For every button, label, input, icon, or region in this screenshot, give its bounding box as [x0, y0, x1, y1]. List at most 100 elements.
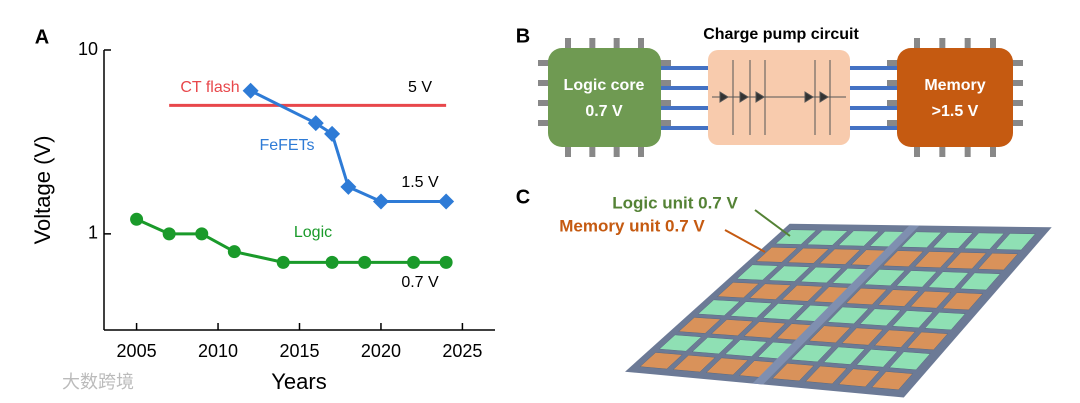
unit-tile: [806, 230, 849, 246]
unit-tile: [995, 233, 1036, 251]
unit-tile: [888, 351, 931, 371]
pin: [1011, 100, 1023, 106]
pin: [887, 60, 899, 66]
panel-label: A: [35, 26, 49, 48]
unit-tile: [736, 264, 779, 281]
series-label: FeFETs: [259, 137, 314, 154]
unit-tile: [639, 352, 683, 370]
annotation: 5 V: [408, 79, 432, 96]
unit-tile: [771, 363, 815, 382]
unit-tile: [906, 331, 949, 351]
unit-tile: [924, 312, 966, 331]
x-tick-label: 2020: [361, 341, 401, 361]
pin: [939, 145, 946, 157]
series-label: CT flash: [180, 79, 239, 96]
unit-tile: [800, 266, 843, 284]
unit-tile: [900, 231, 943, 248]
unit-tile: [845, 287, 888, 306]
pin: [887, 80, 899, 86]
marker: [358, 255, 372, 269]
pin: [613, 145, 620, 157]
unit-tile: [859, 308, 902, 327]
pin: [589, 38, 596, 50]
pin: [1011, 80, 1023, 86]
marker: [340, 178, 357, 195]
y-tick-label: 10: [78, 39, 98, 59]
pin: [914, 38, 920, 50]
unit-tile: [837, 230, 880, 247]
unit-tile: [710, 319, 754, 337]
annotation: 0.7 V: [401, 274, 439, 291]
x-tick-label: 2010: [198, 341, 238, 361]
unit-tile: [755, 247, 798, 263]
y-tick-label: 1: [88, 223, 98, 243]
pins: [538, 38, 1023, 157]
unit-tile: [762, 303, 805, 320]
unit-tile: [963, 232, 1005, 250]
x-tick-label: 2005: [117, 341, 157, 361]
unit-tile: [891, 310, 934, 329]
unit-tile: [729, 301, 773, 318]
pin: [964, 145, 971, 157]
pin: [638, 145, 644, 157]
series-label: Logic: [294, 224, 332, 241]
pin: [659, 120, 671, 126]
marker: [325, 255, 339, 269]
unit-tile: [774, 229, 818, 245]
logic-core-voltage: 0.7 V: [585, 103, 623, 120]
panel-label: B: [516, 25, 530, 47]
pin: [914, 145, 920, 157]
marker: [438, 193, 455, 210]
plot: 1 10 2005 2010 2015 2020 2025 CT flash FeFETs Log…: [78, 39, 495, 361]
pin: [565, 145, 571, 157]
chip-array: [625, 223, 1052, 398]
unit-tile: [942, 292, 984, 311]
unit-tile: [697, 299, 741, 316]
pin: [538, 120, 550, 126]
annotation: 1.5 V: [401, 174, 439, 191]
unit-tile: [871, 371, 914, 391]
memory-arrow: [724, 229, 766, 253]
unit-tile: [790, 344, 833, 363]
circuit-title: Charge pump circuit: [703, 26, 859, 43]
pin: [538, 60, 550, 66]
pin: [939, 38, 946, 50]
x-axis-label: Years: [271, 369, 326, 394]
unit-tile: [856, 349, 899, 368]
unit-tile: [705, 357, 749, 376]
pump-schematic: [712, 60, 846, 135]
memory-voltage: >1.5 V: [932, 103, 979, 120]
unit-tile: [823, 346, 866, 365]
unit-tile: [841, 327, 884, 346]
marker: [227, 245, 241, 259]
pin: [887, 100, 899, 106]
unit-tile: [932, 232, 974, 249]
x-tick-label: 2015: [279, 341, 319, 361]
unit-tile: [877, 289, 920, 307]
unit-tile: [914, 251, 956, 269]
marker: [242, 82, 259, 99]
x-tick-label: 2025: [442, 341, 482, 361]
unit-tile: [977, 252, 1019, 271]
unit-tile: [743, 321, 787, 339]
bus-strip: [752, 225, 920, 385]
unit-tile: [818, 248, 861, 265]
pin: [538, 100, 550, 106]
pin: [1011, 60, 1023, 66]
pin: [990, 38, 996, 50]
marker: [130, 212, 144, 226]
pin: [589, 145, 596, 157]
pin: [659, 80, 671, 86]
pin: [659, 60, 671, 66]
logic-arrow: [754, 209, 791, 237]
unit-tile: [724, 339, 768, 357]
pin: [565, 38, 571, 50]
unit-tile: [863, 269, 906, 286]
marker: [324, 125, 341, 142]
unit-tile: [658, 334, 703, 352]
unit-tile: [672, 354, 716, 373]
logic-core: [548, 48, 661, 147]
unit-tile: [691, 337, 735, 355]
pin: [990, 145, 996, 157]
y-axis-label: Voltage (V): [30, 136, 55, 245]
